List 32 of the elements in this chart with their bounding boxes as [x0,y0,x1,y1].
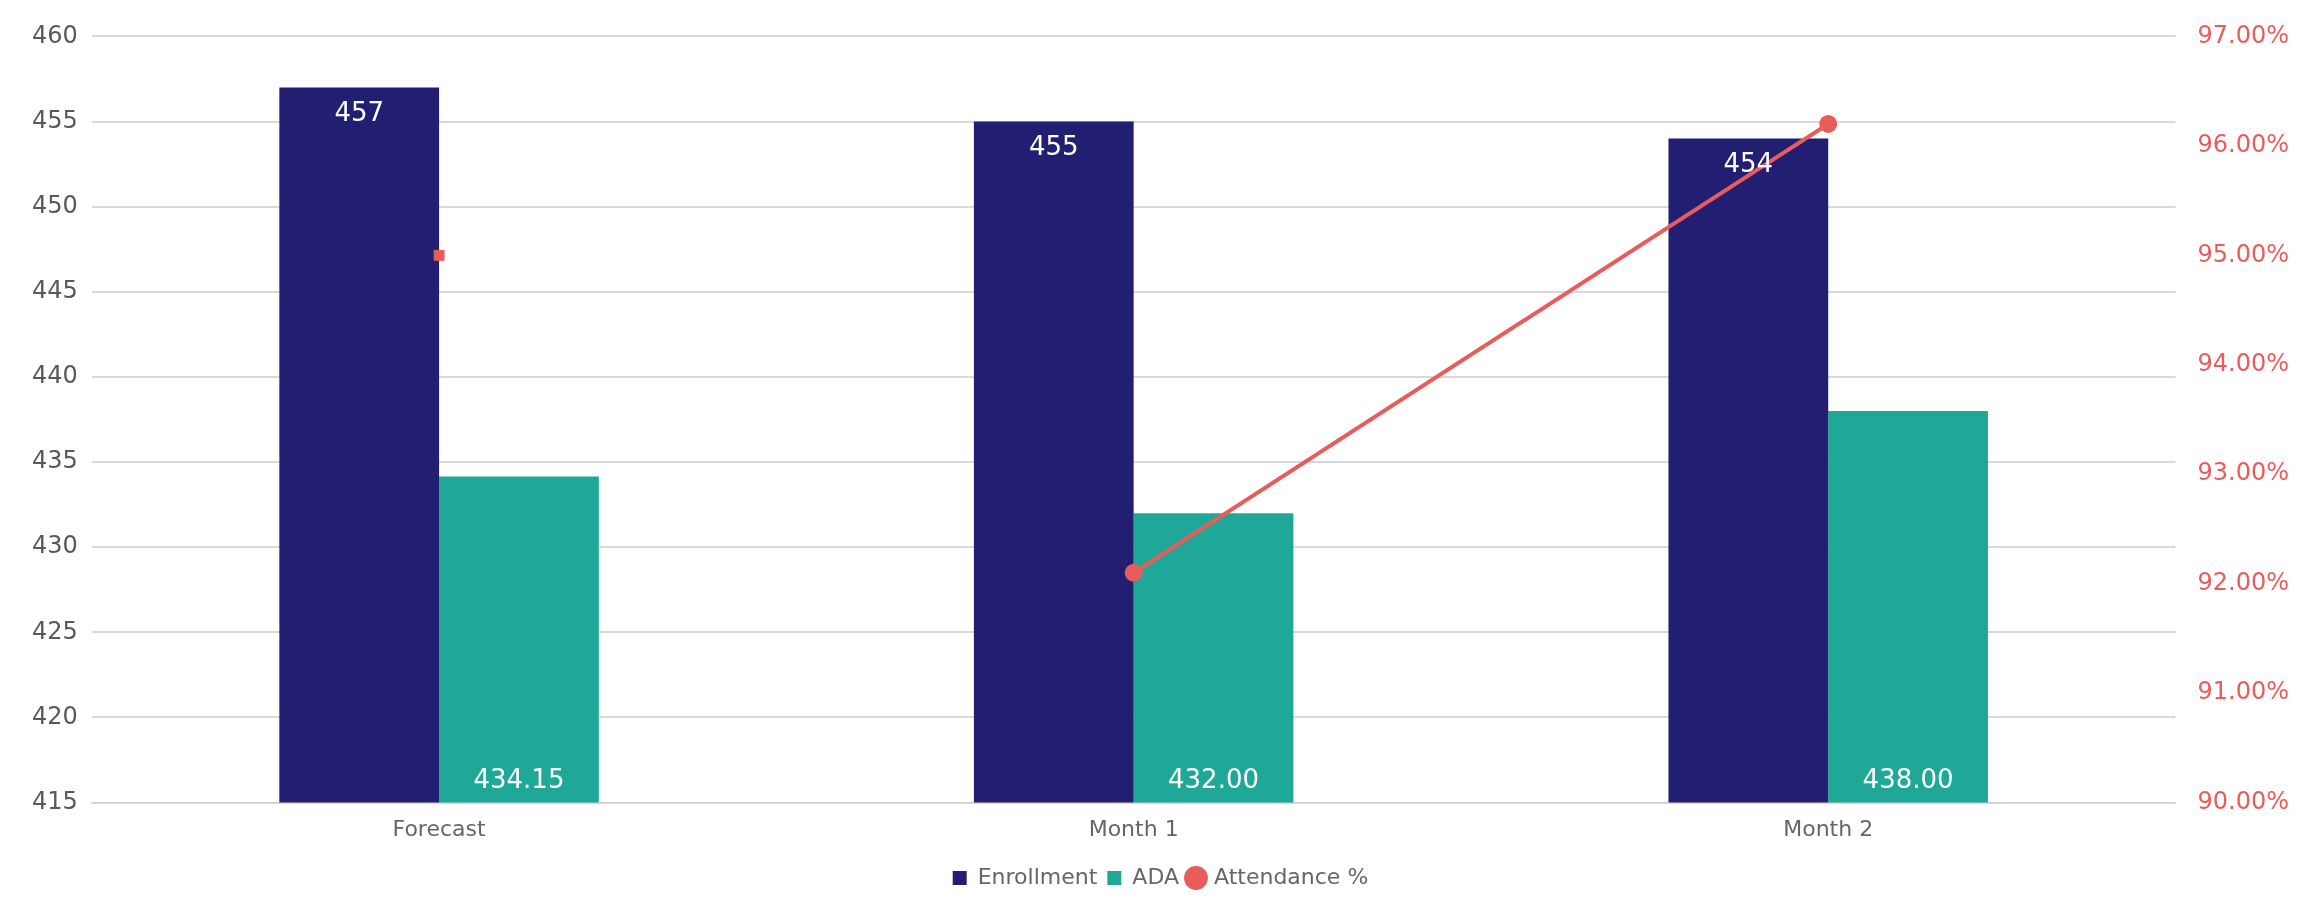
y2-tick-label: 96.00% [2197,130,2289,159]
point [1819,114,1838,133]
y2-tick-label: 90.00% [2197,786,2289,815]
legend-label: Enrollment [977,863,1098,889]
y2-tick-label: 95.00% [2197,239,2289,268]
y-tick-label: 440 [32,361,78,390]
legend-label: Attendance % [1213,863,1369,889]
y-tick-label: 450 [32,190,78,219]
y-tick-label: 425 [32,616,78,645]
y-tick-label: 445 [32,276,78,305]
x-tick-label: Forecast [392,815,487,841]
y2-tick-label: 97.00% [2197,20,2289,49]
y-tick-label: 455 [32,105,78,134]
data-label: 457 [334,97,385,128]
point [1124,563,1143,582]
legend-label: ADA [1132,863,1179,889]
x-tick-label: Month 1 [1088,815,1179,841]
data-label: 438.00 [1862,764,1954,795]
data-label: 455 [1028,131,1079,162]
data-label: 432.00 [1168,764,1260,795]
y2-tick-label: 94.00% [2197,349,2289,378]
y2-tick-label: 91.00% [2197,677,2289,706]
y-tick-label: 435 [32,446,78,475]
y-tick-label: 420 [32,701,78,730]
y-tick-label: 460 [32,20,78,49]
y-tick-label: 430 [32,531,78,560]
y2-tick-label: 93.00% [2197,458,2289,487]
y2-tick-label: 92.00% [2197,567,2289,596]
x-tick-label: Month 2 [1783,815,1874,841]
data-label: 434.15 [473,764,565,795]
point [433,249,445,261]
y-tick-label: 415 [32,786,78,815]
